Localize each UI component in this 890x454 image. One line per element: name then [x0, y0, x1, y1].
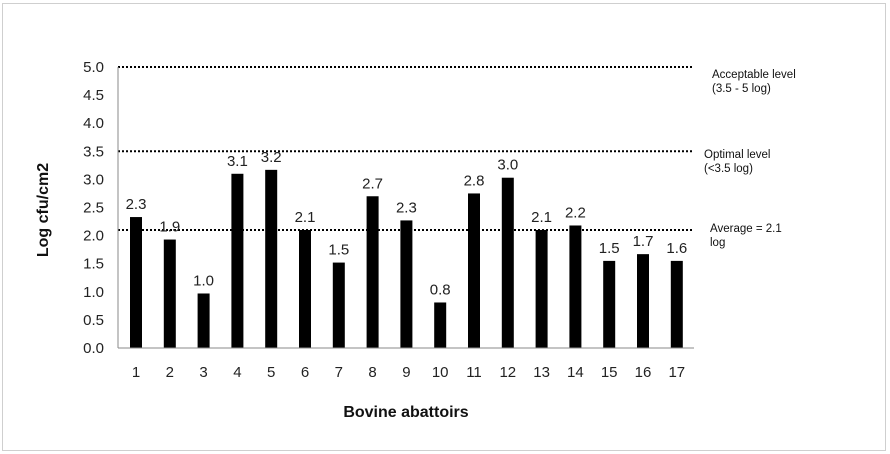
data-label: 2.7: [362, 175, 383, 192]
x-tick-label: 17: [668, 364, 685, 381]
y-tick-label: 0.5: [83, 312, 104, 329]
bar: [569, 225, 582, 348]
chart-frame: [2, 3, 886, 451]
reference-annotation-line: Average = 2.1: [710, 223, 782, 235]
x-tick-label: 16: [635, 364, 652, 381]
data-label: 2.3: [396, 199, 417, 216]
reference-annotation-0: Acceptable level (3.5 - 5 log): [712, 69, 796, 95]
data-label: 2.8: [464, 172, 485, 189]
data-label: 3.2: [261, 149, 282, 166]
x-tick-label: 4: [233, 364, 241, 381]
y-tick-labels: 0.0 0.5 1.0 1.5 2.0 2.5 3.0 3.5 4.0 4.5 5.0: [83, 59, 104, 357]
x-tick-label: 14: [567, 364, 584, 381]
y-tick-label: 1.5: [83, 256, 104, 273]
x-tick-label: 11: [466, 364, 482, 381]
reference-annotation-2: Average = 2.1 log: [710, 223, 782, 249]
x-tick-label: 10: [432, 364, 449, 381]
x-tick-label: 15: [601, 364, 618, 381]
x-tick-label: 8: [368, 364, 376, 381]
bar: [501, 177, 514, 348]
bar: [670, 260, 683, 348]
x-tick-label: 6: [301, 364, 309, 381]
bar: [163, 239, 176, 348]
y-axis-title: Log cfu/cm2: [35, 163, 52, 257]
bar: [434, 302, 447, 348]
bar: [332, 262, 345, 348]
data-label: 1.5: [328, 242, 349, 259]
bar: [265, 169, 278, 348]
x-tick-label: 2: [166, 364, 174, 381]
x-tick-label: 5: [267, 364, 275, 381]
x-tick-labels: 1 2 3 4 5 6 7 8 9 10 11 12 13 14 15 16 17: [132, 364, 685, 381]
bars: [130, 169, 683, 348]
reference-annotation-line: (3.5 - 5 log): [712, 83, 771, 95]
data-label: 0.8: [430, 281, 451, 298]
data-label: 2.1: [295, 209, 316, 226]
bar: [535, 229, 548, 348]
x-tick-label: 13: [533, 364, 550, 381]
reference-annotation-line: Optimal level: [704, 149, 770, 161]
reference-annotations: Acceptable level (3.5 - 5 log) Optimal lev…: [704, 69, 796, 249]
data-label: 3.1: [227, 153, 248, 170]
data-label: 3.0: [497, 157, 518, 174]
bar: [130, 217, 142, 348]
y-tick-label: 4.5: [83, 87, 104, 104]
data-label: 2.1: [531, 209, 552, 226]
y-tick-label: 3.0: [83, 171, 104, 188]
data-label: 2.2: [565, 204, 586, 221]
y-tick-label: 5.0: [83, 59, 104, 76]
bar: [231, 173, 244, 348]
reference-annotation-line: (<3.5 log): [704, 163, 753, 175]
reference-annotation-1: Optimal level (<3.5 log): [704, 149, 770, 175]
bar: [400, 220, 413, 348]
axes: [117, 67, 694, 349]
x-tick-label: 7: [335, 364, 343, 381]
reference-annotation-line: Acceptable level: [712, 69, 796, 81]
x-axis-title: Bovine abattoirs: [343, 404, 468, 421]
y-tick-label: 1.0: [83, 284, 104, 301]
data-label: 1.5: [599, 240, 620, 257]
reference-annotation-line: log: [710, 237, 725, 249]
y-tick-label: 2.0: [83, 228, 104, 245]
bar: [603, 260, 616, 348]
bar: [197, 293, 210, 348]
data-labels: 2.3 1.9 1.0 3.1 3.2 2.1 1.5 2.7 2.3 0.8 2.8 3.0 2.1 2…: [126, 149, 688, 299]
bar: [299, 229, 311, 348]
x-tick-label: 3: [199, 364, 207, 381]
x-tick-label: 12: [499, 364, 516, 381]
data-label: 1.9: [159, 219, 180, 236]
bar: [366, 196, 379, 348]
bar: [637, 254, 649, 348]
data-label: 1.6: [666, 240, 687, 257]
y-tick-label: 4.0: [83, 115, 104, 132]
y-tick-label: 3.5: [83, 143, 104, 160]
y-tick-label: 2.5: [83, 200, 104, 217]
x-tick-label: 9: [402, 364, 410, 381]
data-label: 1.0: [193, 272, 214, 289]
data-label: 2.3: [126, 196, 147, 213]
bar: [468, 193, 480, 348]
y-tick-label: 0.0: [83, 340, 104, 357]
x-tick-label: 1: [132, 364, 140, 381]
data-label: 1.7: [633, 233, 654, 250]
